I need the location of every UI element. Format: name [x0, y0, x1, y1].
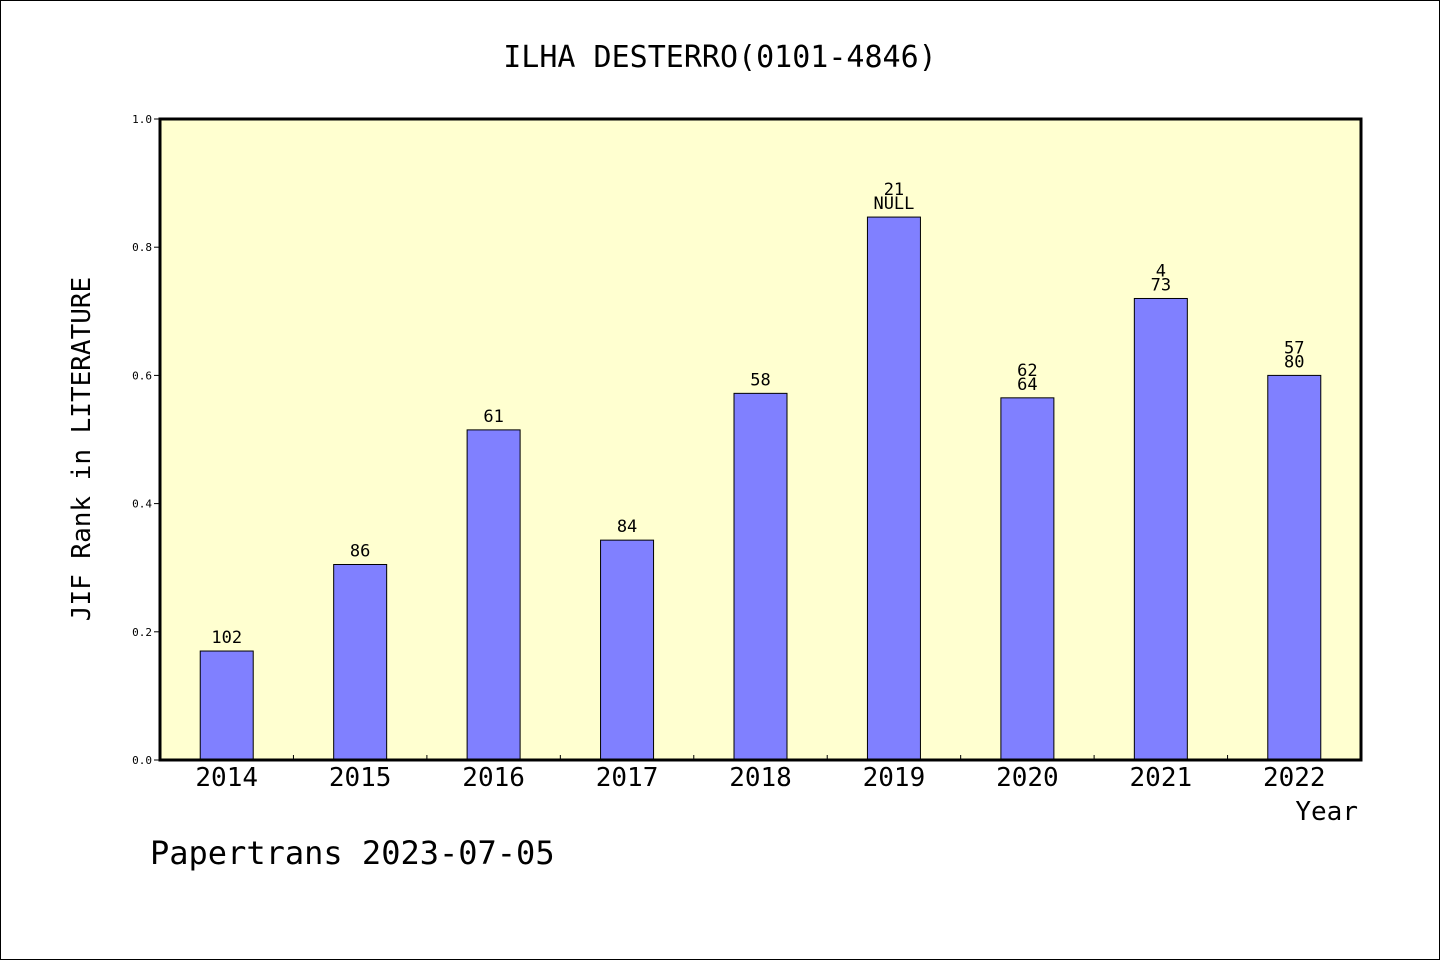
- bar-2019: [866, 216, 921, 761]
- bar-data-label: 64: [1017, 375, 1037, 395]
- y-axis: 0.0 0.2 0.4 0.6 0.8 1.0: [132, 113, 160, 767]
- bar-data-label: 61: [483, 407, 503, 427]
- bar-data-label: 57: [1284, 338, 1304, 358]
- bar-2021: [1133, 297, 1188, 761]
- plot-border: [158, 117, 1363, 762]
- bar-data-label: 84: [617, 517, 637, 537]
- bar-data-label: 62: [1017, 361, 1037, 381]
- x-tick-label: 2015: [329, 763, 392, 793]
- y-tick-label: 0.8: [132, 241, 152, 254]
- y-tick-label: 0.6: [132, 369, 152, 382]
- y-axis-label: JIF Rank in LITERATURE: [67, 277, 97, 621]
- bar-data-label: 102: [211, 628, 242, 648]
- bar-data-label: 21: [884, 180, 904, 200]
- x-tick-label: 2014: [195, 763, 258, 793]
- bar-2017: [600, 539, 655, 761]
- bar-2016: [466, 429, 521, 761]
- x-tick-label: 2020: [996, 763, 1059, 793]
- bar-2015: [333, 563, 388, 761]
- x-tick-label: 2018: [729, 763, 792, 793]
- bar-2014: [199, 650, 254, 761]
- y-tick-label: 0.2: [132, 626, 152, 639]
- x-axis-label: Year: [1295, 797, 1358, 827]
- bar-data-label: 86: [350, 541, 370, 561]
- bar-data-label: NULL: [873, 194, 914, 214]
- x-tick-label: 2021: [1130, 763, 1193, 793]
- chart-title: ILHA DESTERRO(0101-4846): [503, 40, 936, 75]
- x-tick-label: 2017: [596, 763, 659, 793]
- bars: [199, 216, 1322, 761]
- y-tick-label: 0.4: [132, 498, 152, 511]
- y-tick-label: 0.0: [132, 754, 152, 767]
- bar-data-label: 4: [1156, 261, 1166, 281]
- x-tick-label: 2022: [1263, 763, 1326, 793]
- x-axis: 2014 2015 2016 2017 2018 2019 2020 2021 2022: [195, 755, 1326, 793]
- bar-2020: [1000, 397, 1055, 761]
- y-tick-label: 1.0: [132, 113, 152, 126]
- x-tick-label: 2016: [462, 763, 525, 793]
- x-tick-label: 2019: [863, 763, 926, 793]
- bar-data-label: 58: [750, 370, 770, 390]
- footer-credit: Papertrans 2023-07-05: [150, 834, 555, 872]
- bar-2022: [1267, 374, 1322, 761]
- bar-data-label: 73: [1151, 275, 1171, 295]
- bar-data-label: 80: [1284, 352, 1304, 372]
- bar-2018: [733, 392, 788, 761]
